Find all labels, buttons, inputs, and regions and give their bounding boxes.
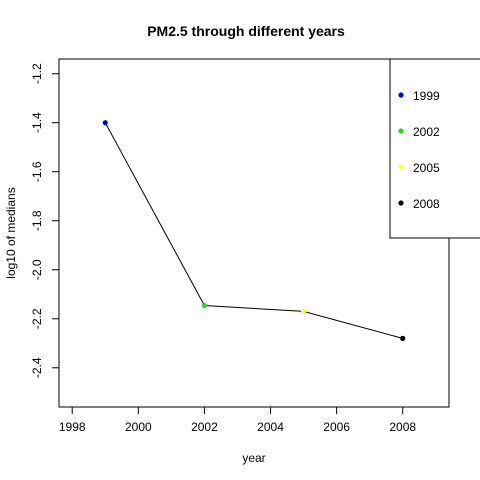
- legend-label-1999: 1999: [413, 89, 440, 103]
- x-axis-title: year: [242, 451, 265, 465]
- series-group: [102, 120, 406, 341]
- y-axis: -2.4 -2.2 -2.0 -1.8 -1.6 -1.4 -1.2: [30, 63, 60, 378]
- data-point-2002: [201, 302, 208, 309]
- legend-marker-1999: [398, 92, 404, 98]
- x-tick-label: 2008: [389, 420, 416, 434]
- x-tick-label: 2000: [125, 420, 152, 434]
- legend-marker-2008: [398, 200, 404, 206]
- data-point-2005: [300, 308, 307, 315]
- x-tick-label: 2004: [257, 420, 284, 434]
- data-point-1999: [102, 120, 108, 126]
- y-tick-label: -1.2: [30, 63, 44, 84]
- y-tick-label: -1.6: [30, 161, 44, 182]
- legend-label-2008: 2008: [413, 197, 440, 211]
- x-axis: 1998 2000 2002 2004 2006 2008: [59, 406, 416, 434]
- y-tick-label: -2.0: [30, 259, 44, 280]
- legend-label-2005: 2005: [413, 161, 440, 175]
- y-tick-label: -2.4: [30, 357, 44, 378]
- y-tick-label: -1.4: [30, 112, 44, 133]
- x-tick-label: 1998: [59, 420, 86, 434]
- y-axis-title: log10 of medians: [4, 187, 18, 278]
- legend-label-2002: 2002: [413, 125, 440, 139]
- y-tick-label: -2.2: [30, 308, 44, 329]
- chart-title: PM2.5 through different years: [147, 23, 345, 39]
- y-tick-label: -1.8: [30, 210, 44, 231]
- x-tick-label: 2002: [191, 420, 218, 434]
- legend-marker-2005: [398, 164, 404, 170]
- legend-box: [389, 58, 480, 239]
- legend: 1999 2002 2005 2008: [389, 58, 480, 239]
- x-tick-label: 2006: [323, 420, 350, 434]
- data-point-2008: [400, 335, 406, 341]
- series-line: [104, 122, 403, 339]
- legend-marker-2002: [398, 128, 404, 134]
